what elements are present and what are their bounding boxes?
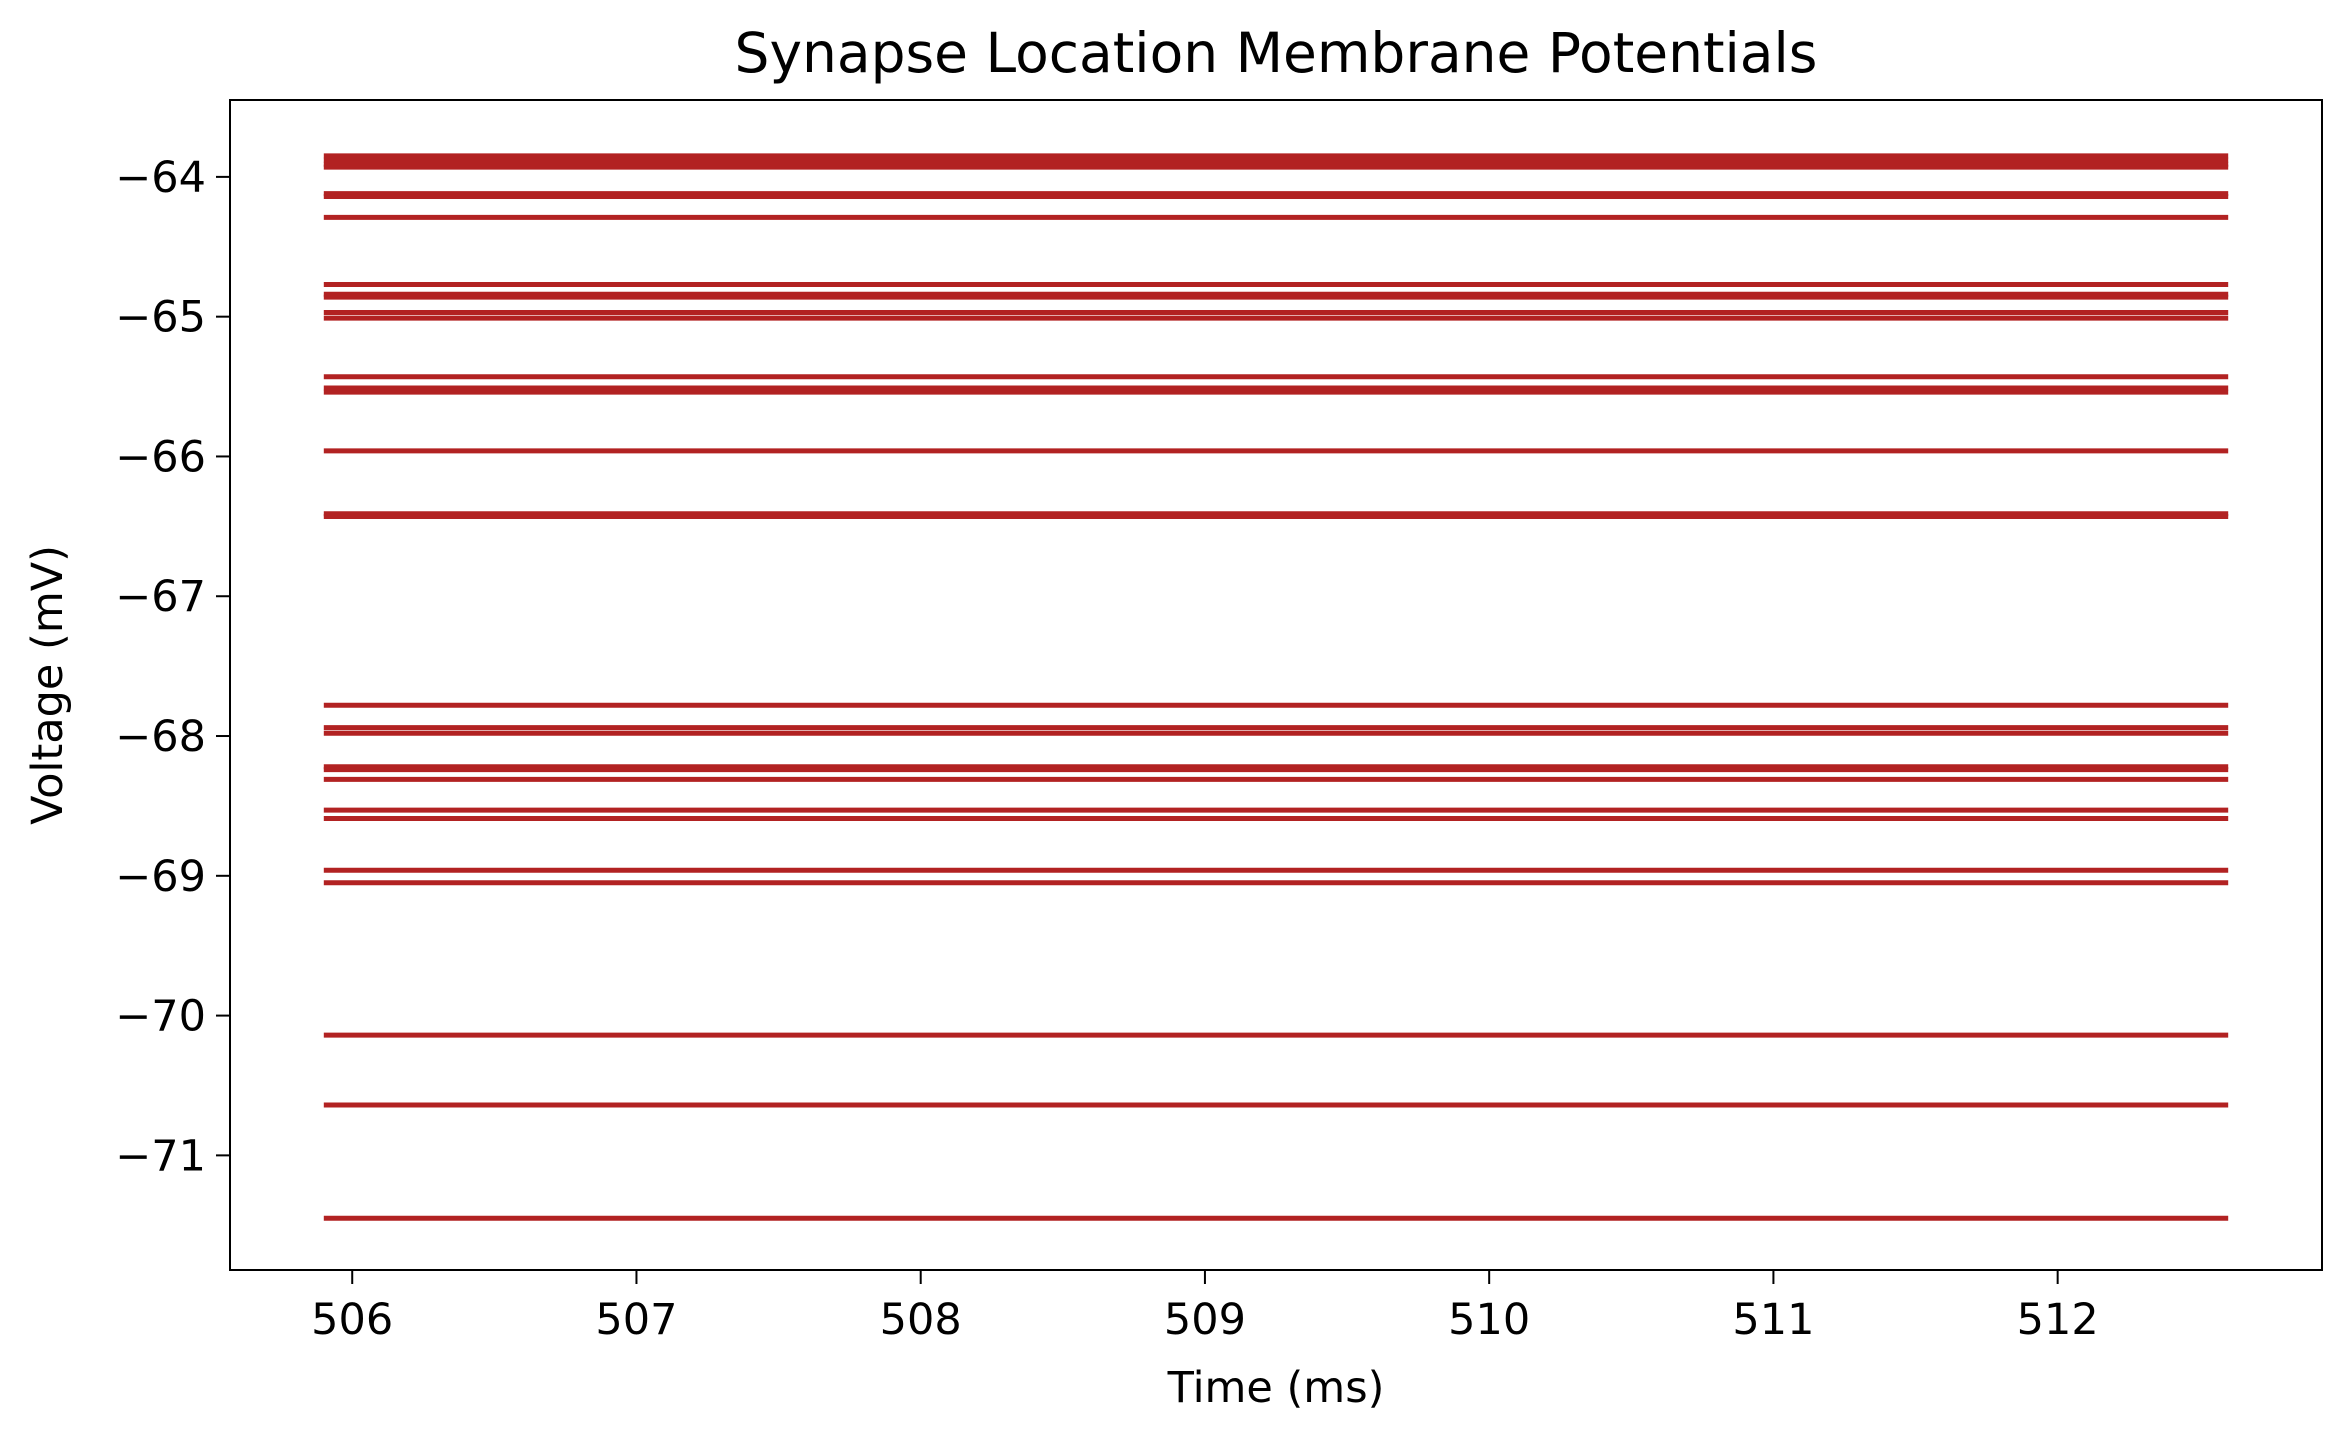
y-axis-label: Voltage (mV): [23, 545, 73, 825]
chart-title: Synapse Location Membrane Potentials: [735, 21, 1818, 85]
y-tick-label: −66: [115, 432, 206, 482]
plot-frame: [229, 99, 2323, 1271]
x-tick-label: 506: [311, 1295, 393, 1345]
y-axis-ticks: −64 −65 −66 −67 −68 −69 −70 −71: [115, 153, 230, 1181]
y-tick-label: −64: [115, 153, 206, 203]
voltage-traces: [323, 153, 2229, 1221]
x-tick-label: 510: [1448, 1295, 1530, 1345]
y-tick-label: −69: [115, 852, 206, 902]
y-tick-label: −67: [115, 572, 206, 622]
plot-area: [230, 100, 2322, 1270]
y-tick-label: −71: [115, 1131, 206, 1181]
x-tick-label: 508: [880, 1295, 962, 1345]
x-tick-label: 512: [2017, 1295, 2099, 1345]
x-axis-label: Time (ms): [1167, 1363, 1385, 1413]
x-tick-label: 511: [1732, 1295, 1814, 1345]
y-tick-label: −65: [115, 293, 206, 343]
y-tick-label: −70: [115, 992, 206, 1042]
x-tick-label: 507: [595, 1295, 677, 1345]
x-tick-label: 509: [1164, 1295, 1246, 1345]
x-axis-ticks: 506 507 508 509 510 511 512: [311, 1270, 2099, 1345]
y-tick-label: −68: [115, 712, 206, 762]
